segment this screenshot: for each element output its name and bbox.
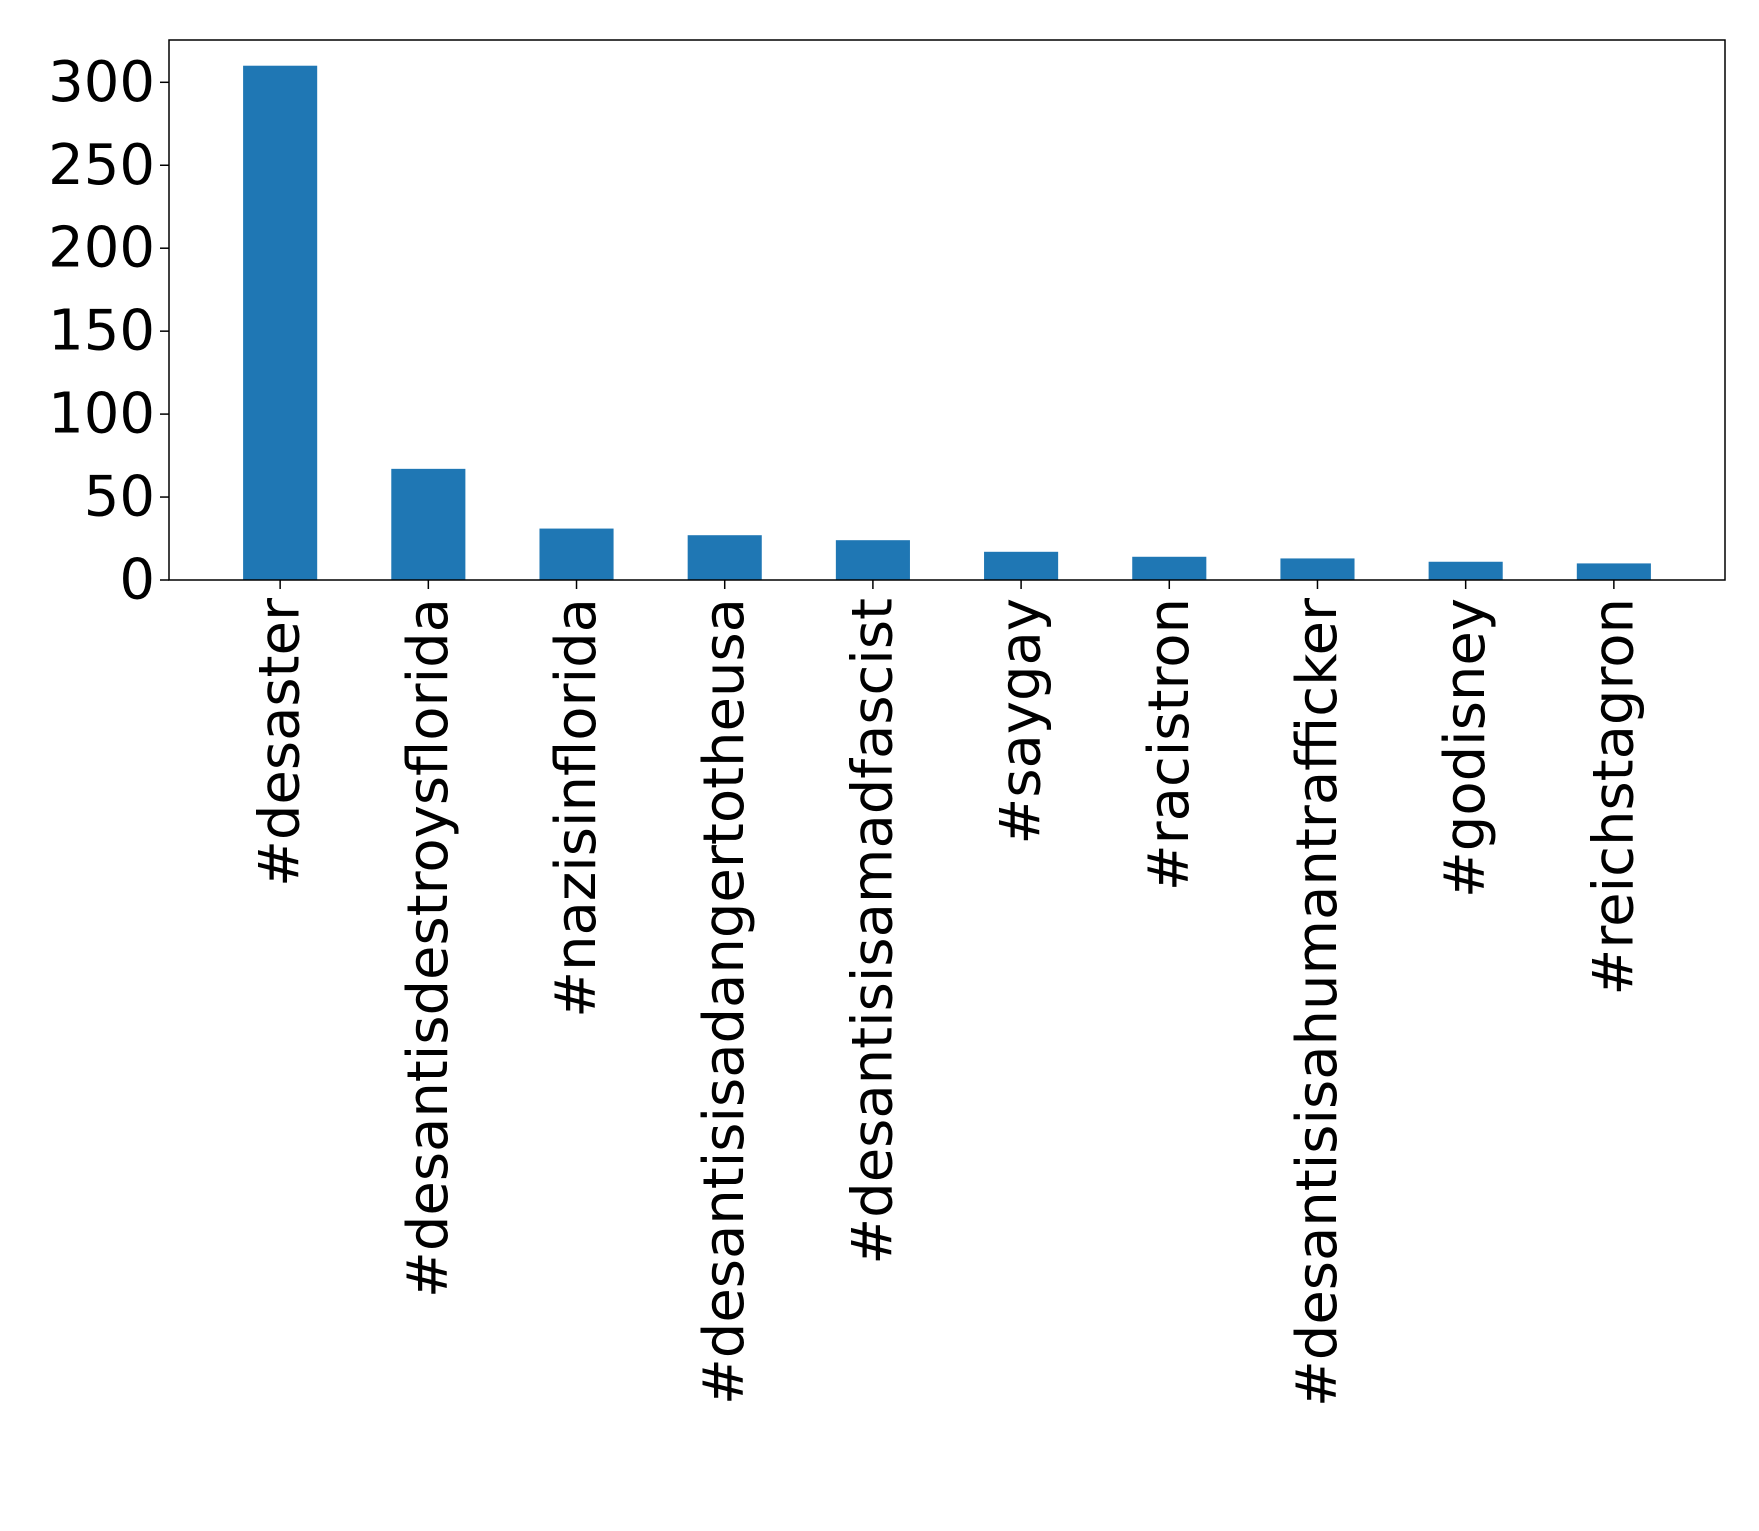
bar-2 [539, 528, 614, 580]
y-tick-label-0: 0 [119, 548, 155, 613]
bar-3 [687, 535, 762, 580]
x-tick-label-5: #saygay [989, 598, 1054, 845]
x-tick-label-1: #desantisdestroysflorida [396, 598, 461, 1298]
x-tick-label-8: #godisney [1433, 598, 1498, 898]
x-axis: #desaster #desantisdestroysflorida #nazisi… [248, 580, 1646, 1407]
bar-8 [1428, 561, 1503, 580]
x-tick-label-0: #desaster [248, 597, 313, 887]
x-tick-label-9: #reichstagron [1581, 598, 1646, 996]
bar-0 [243, 65, 318, 580]
bar-5 [984, 551, 1059, 580]
plot-frame [168, 39, 1726, 581]
y-tick-label-5: 250 [48, 133, 155, 198]
x-tick-label-4: #desantisisamadfascist [840, 598, 905, 1265]
y-tick-label-1: 50 [84, 465, 155, 530]
bar-4 [835, 540, 910, 580]
bar-6 [1132, 556, 1207, 580]
y-axis: 0 50 100 150 200 250 300 [48, 50, 169, 613]
x-tick-label-7: #desantisisahumantrafficker [1285, 597, 1350, 1407]
y-tick-label-3: 150 [48, 299, 155, 364]
y-tick-label-2: 100 [48, 382, 155, 447]
y-tick-label-6: 300 [48, 50, 155, 115]
bar-7 [1280, 558, 1355, 580]
bars-group [243, 65, 1651, 580]
y-tick-label-4: 200 [48, 216, 155, 281]
x-tick-label-3: #desantisisadangertotheusa [692, 598, 757, 1405]
bar-9 [1576, 563, 1651, 580]
x-tick-label-2: #nazisinflorida [544, 598, 609, 1018]
bar-1 [391, 468, 466, 580]
x-tick-label-6: #racistron [1137, 598, 1202, 891]
